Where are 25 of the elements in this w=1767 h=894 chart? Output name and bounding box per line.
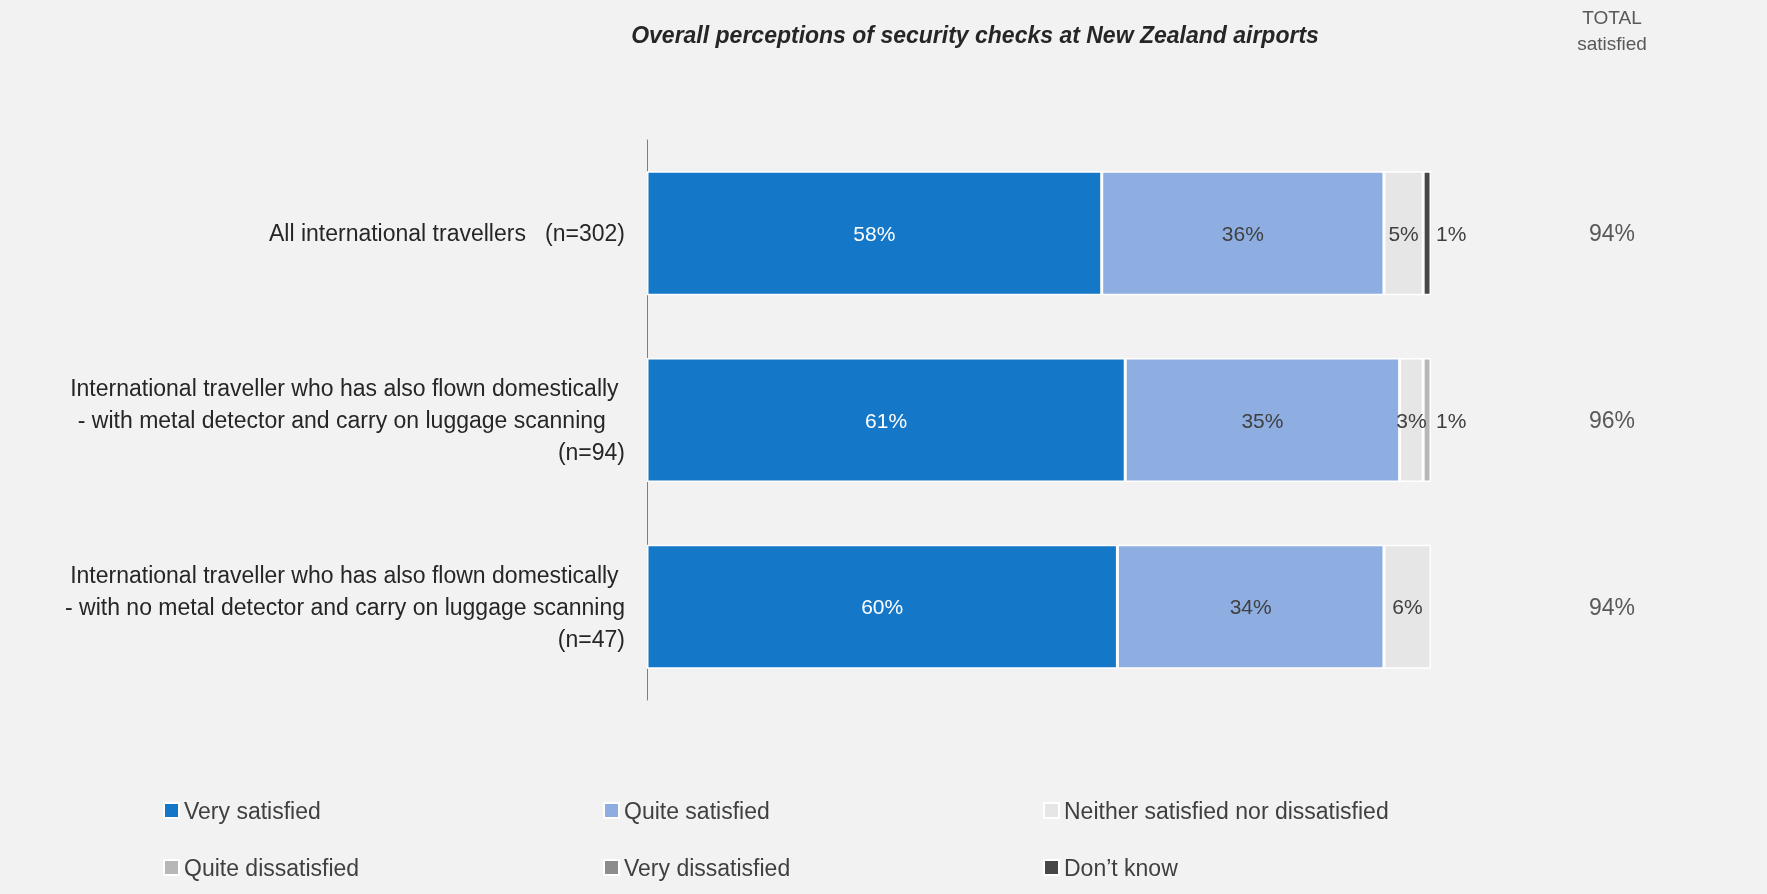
data-label: 58% bbox=[853, 221, 896, 245]
data-label: 5% bbox=[1388, 221, 1419, 245]
data-label: 1% bbox=[1436, 221, 1467, 245]
legend-label: Neither satisfied nor dissatisfied bbox=[1064, 797, 1389, 824]
data-label: 3% bbox=[1396, 408, 1427, 432]
data-label: 36% bbox=[1221, 221, 1264, 245]
data-label: 1% bbox=[1436, 408, 1467, 432]
text: 94% bbox=[1588, 220, 1636, 247]
data-label: 61% bbox=[865, 408, 908, 432]
y-tick-label: International traveller who has also flown domestically - with metal detector and carry on luggage scanning (n=94) bbox=[70, 375, 625, 465]
y-tick-label: All international travellers (n=302) bbox=[268, 220, 625, 247]
data-label: 35% bbox=[1241, 408, 1284, 432]
y-tick-label: International traveller who has also flown domestically - with no metal detector and carry on luggage scanning (n=47) bbox=[65, 561, 625, 652]
legend-label: Quite satisfied bbox=[624, 797, 770, 824]
legend-label: Don’t know bbox=[1064, 854, 1179, 881]
legend-label: Quite dissatisfied bbox=[184, 854, 360, 881]
data-label: 6% bbox=[1392, 595, 1423, 619]
chart-title: Overall perceptions of security checks at New Zealand airports bbox=[631, 21, 1319, 48]
data-label: 34% bbox=[1229, 595, 1272, 619]
legend-label: Very satisfied bbox=[184, 797, 321, 824]
legend-label: Very dissatisfied bbox=[624, 854, 791, 881]
text: 94% bbox=[1588, 593, 1636, 620]
text: 96% bbox=[1588, 407, 1636, 433]
text: TOTAL satisfied bbox=[1577, 6, 1647, 54]
data-label: 60% bbox=[861, 595, 904, 619]
